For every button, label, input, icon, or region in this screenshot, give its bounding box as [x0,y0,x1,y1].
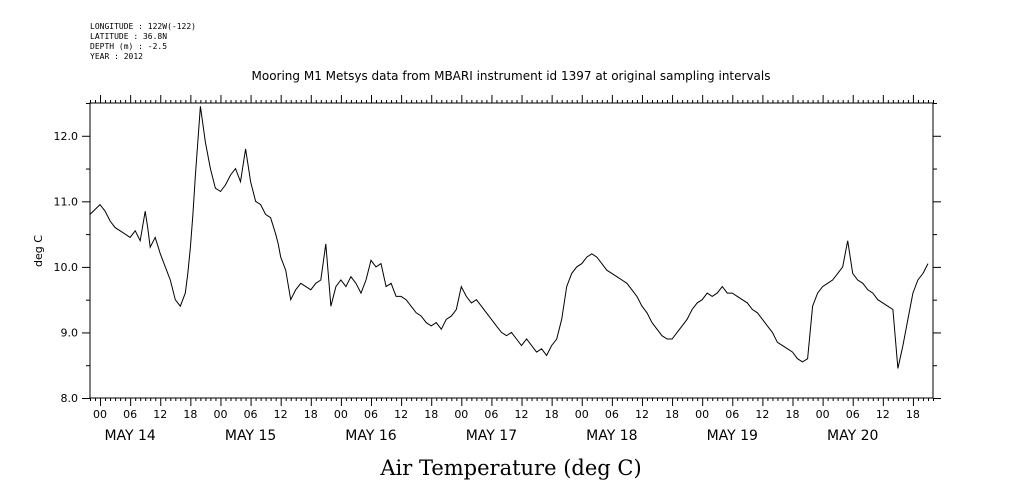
y-tick-label: 10.0 [54,261,79,274]
x-tick-label: 00 [454,408,468,421]
x-tick-label: 06 [846,408,860,421]
day-label: MAY 16 [345,428,396,444]
y-tick-label: 12.0 [54,130,79,143]
y-tick-label: 8.0 [61,392,79,405]
plot-frame [89,102,934,399]
x-tick-label: 18 [183,408,197,421]
x-tick-label: 18 [786,408,800,421]
x-tick-label: 06 [725,408,739,421]
x-axis-ticks: 00 06 12 18 00 06 12 18 00 06 12 18 00 06 12 18 00 06 12 18… [90,95,934,444]
day-label: MAY 18 [586,428,637,444]
y-tick-label: 11.0 [54,195,79,208]
series-group [89,106,929,369]
day-label: MAY 19 [707,428,758,444]
x-tick-label: 18 [424,408,438,421]
x-tick-label: 06 [484,408,498,421]
day-label: MAY 15 [225,428,276,444]
day-label: MAY 20 [827,428,878,444]
x-tick-label: 18 [304,408,318,421]
longitude-text: LONGITUDE : 122W(-122) [90,22,196,31]
plot-border [89,102,934,399]
x-tick-label: 06 [605,408,619,421]
y-axis-ticks: 8.0 9.0 10.0 11.0 12.0 [54,103,941,405]
series-line [89,106,929,369]
x-tick-label: 12 [274,408,288,421]
x-tick-label: 12 [755,408,769,421]
x-tick-label: 12 [876,408,890,421]
day-label: MAY 17 [466,428,517,444]
x-tick-label: 00 [334,408,348,421]
chart-title: Mooring M1 Metsys data from MBARI instru… [252,69,771,83]
x-tick-label: 06 [244,408,258,421]
x-tick-label: 06 [123,408,137,421]
x-tick-label: 12 [394,408,408,421]
year-text: YEAR : 2012 [90,52,143,61]
x-tick-label: 18 [906,408,920,421]
y-tick-label: 9.0 [61,326,79,339]
x-tick-label: 18 [545,408,559,421]
x-tick-label: 12 [153,408,167,421]
x-tick-label: 00 [93,408,107,421]
metadata-block: LONGITUDE : 122W(-122) LATITUDE : 36.8N … [90,22,196,62]
day-label: MAY 14 [104,428,155,444]
x-tick-label: 00 [816,408,830,421]
depth-text: DEPTH (m) : -2.5 [90,42,168,51]
x-tick-label: 12 [515,408,529,421]
latitude-text: LATITUDE : 36.8N [90,32,168,41]
x-tick-label: 00 [213,408,227,421]
x-tick-label: 00 [575,408,589,421]
y-axis-label: deg C [32,235,45,267]
x-tick-label: 00 [695,408,709,421]
x-tick-label: 12 [635,408,649,421]
x-axis-title: Air Temperature (deg C) [379,456,641,480]
x-tick-label: 06 [364,408,378,421]
x-tick-label: 18 [665,408,679,421]
